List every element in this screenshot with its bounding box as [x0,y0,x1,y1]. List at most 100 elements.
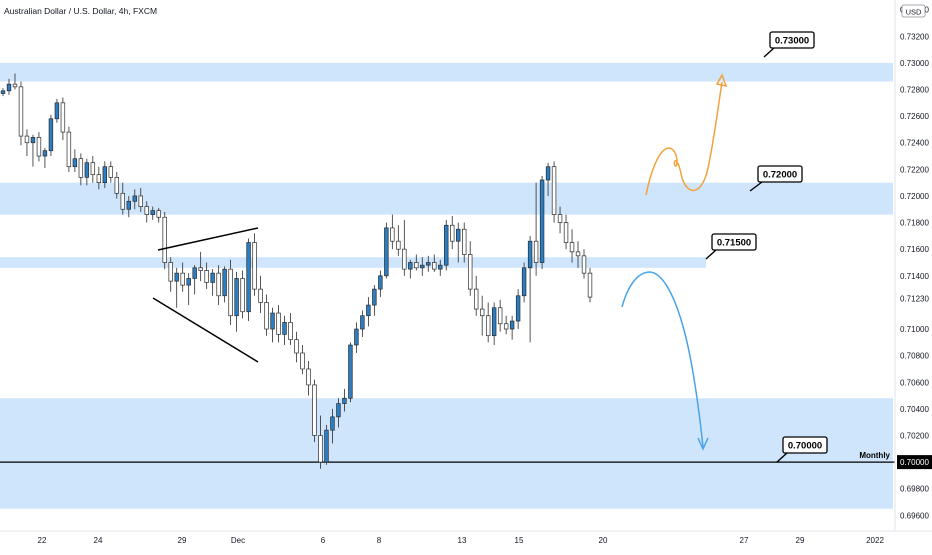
currency-label: USD [906,8,922,17]
price-callout[interactable]: 0.70000 [776,436,828,463]
candle [426,255,431,272]
time-tick-label: 6 [321,536,326,545]
candle [240,270,245,319]
candle [348,342,353,403]
candle [581,249,587,279]
candle-body [539,179,545,263]
orange-projection-path[interactable] [645,81,723,196]
time-tick-label: 27 [740,536,749,545]
price-tick-label: 0.71230 [900,294,929,303]
supply-demand-zone[interactable] [0,62,893,82]
candle-body [527,240,533,269]
candle-body [551,166,557,215]
blue-projection-path[interactable] [621,271,704,448]
candle-body [503,323,509,330]
candle [222,266,227,303]
candle-body [414,262,419,269]
candle-body [102,166,108,184]
candle [204,262,209,290]
candle [234,271,239,332]
candle-body [462,228,467,255]
candle-body [60,102,66,133]
callout-pointer [749,181,763,192]
candle [384,222,389,279]
candle [288,313,293,346]
candle [186,273,191,306]
candle-body [66,131,72,168]
candle-body [246,242,251,313]
candle [491,302,497,346]
price-callout[interactable]: 0.73000 [763,31,815,58]
candle [198,251,203,282]
candle [42,148,48,169]
candle-body [210,272,215,283]
callout-box [782,436,828,454]
callout-box [757,165,803,183]
callout-box [769,31,815,49]
candle-body [420,264,425,269]
candle-body [90,162,96,176]
triangle-upper-line[interactable] [157,227,259,251]
candle-body [78,158,84,178]
candle-body [204,270,209,283]
currency-badge[interactable]: USD [901,4,926,18]
blue-arrowhead-icon [697,437,709,451]
time-tick-label: 13 [458,536,467,545]
price-tick-label: 0.72200 [900,165,929,174]
price-tick-label: 0.69600 [900,511,929,520]
drawings-layer [152,73,728,451]
candle-body [234,278,239,317]
candle [563,214,569,250]
candle [378,270,383,298]
candle [102,161,108,188]
price-tick-label: 0.72400 [900,139,929,148]
candle-body [258,288,263,303]
candle [60,97,66,141]
price-callout[interactable]: 0.71500 [705,233,757,260]
candle-body [162,216,167,263]
candle [138,187,143,212]
candle-body [84,162,90,178]
candle [282,315,287,346]
candle [156,207,161,223]
candle [366,297,371,327]
candle-body [288,322,293,341]
candle-body [342,397,347,404]
candle-body [18,86,24,137]
candle [467,241,473,296]
candle [515,289,521,330]
candle [503,315,509,335]
candle [252,233,257,296]
time-tick-label: 22 [38,536,47,545]
price-callout[interactable]: 0.72000 [749,165,803,192]
price-tick-label: 0.70000 [900,458,929,467]
time-tick-label: 8 [377,536,382,545]
price-tick-label: 0.72800 [900,86,929,95]
time-tick-label: 2022 [866,536,884,545]
candle [90,156,96,183]
candle [432,254,437,272]
supply-demand-zone[interactable] [0,398,893,509]
time-axis[interactable]: 22 24 29 Dec 6 8 13 15 20 27 29 2022 [0,530,932,545]
candle [479,295,485,336]
candle [402,219,407,276]
candle [587,267,593,303]
candle [174,267,179,308]
callout-pointer [705,249,717,260]
candle-body [515,295,521,322]
triangle-lower-line[interactable] [152,297,259,363]
callouts-layer: 0.73000 0.72000 0.71500 0.70000 [705,31,828,463]
candle-body [96,174,102,184]
candle [312,379,317,443]
callout-pointer [776,452,788,463]
time-tick-label: Dec [231,536,245,545]
candle [509,315,515,340]
candle [497,299,503,332]
supply-demand-zone[interactable] [0,257,706,268]
candle [30,134,36,167]
candle-body [192,267,197,279]
candle [318,415,323,469]
price-axis[interactable]: 0.734000.732000.730000.728000.726000.724… [894,0,932,531]
